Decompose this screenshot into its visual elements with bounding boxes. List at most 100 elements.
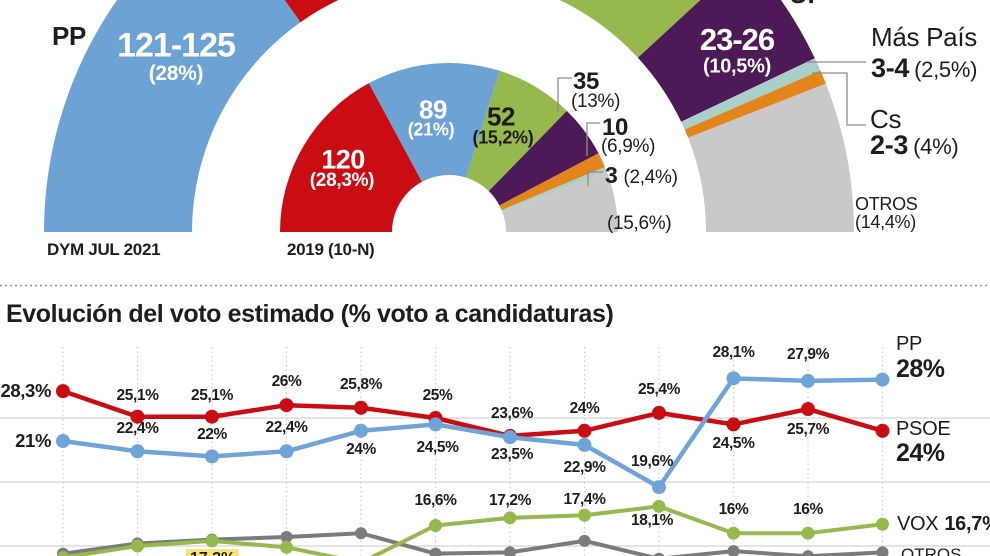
pp-point-label-2: 22% <box>197 426 227 444</box>
dot-pp-5 <box>428 417 443 432</box>
outer-otros-pct: (14,4%) <box>855 212 916 232</box>
dot-psoe-11 <box>875 423 890 438</box>
dot-pp-2 <box>205 449 219 464</box>
end-label-vox-name: VOX <box>897 513 939 535</box>
donut-inner-segment-up <box>488 110 599 206</box>
party-label-maspais: Más País <box>871 22 977 52</box>
end-label-pp-value: 28% <box>896 355 945 383</box>
outer-up-pct: (10,5%) <box>703 55 771 78</box>
inner-up-pct: (13%) <box>571 91 621 112</box>
outer-maspais-pct: (2,5%) <box>914 57 978 82</box>
dot-psoe-2 <box>205 409 219 424</box>
outer-maspais-seats: 3-4 <box>871 53 910 83</box>
dot-otros-5 <box>429 547 442 556</box>
outer-cs-pct: (4%) <box>913 134 959 159</box>
pp-point-label-5: 24,5% <box>416 439 459 457</box>
dot-vox-6 <box>503 511 517 525</box>
dot-psoe-3 <box>279 398 294 413</box>
inner-up-seats: 35 <box>573 68 600 95</box>
pp-point-label-8: 19,6% <box>631 453 673 471</box>
dot-pp-6 <box>503 430 517 445</box>
pp-point-label-1: 22,4% <box>116 420 159 438</box>
inner-pp-pct: (21%) <box>407 119 455 140</box>
vox-point-label-7: 17,4% <box>563 491 606 509</box>
outer-pp-pct: (28%) <box>148 62 204 85</box>
outer-cs-label: 2-3 (4%) <box>870 130 959 161</box>
outer-maspais-label: 3-4 (2,5%) <box>871 53 977 84</box>
dot-vox-2 <box>205 534 219 548</box>
dot-psoe-10 <box>801 402 815 417</box>
pp-point-label-7: 22,9% <box>563 458 606 476</box>
inner-maspais-pct: (2,4%) <box>623 167 678 188</box>
inner-maspais-seats: 3 <box>605 162 618 188</box>
dot-pp-3 <box>279 444 294 459</box>
vox-point-label-6: 17,2% <box>489 491 531 509</box>
dot-pp-11 <box>875 372 890 387</box>
inner-ring-source: 2019 (10-N) <box>287 240 375 259</box>
leader-maspais-inner <box>587 171 603 186</box>
end-label-pp-name: PP <box>896 333 923 355</box>
dot-psoe-4 <box>354 400 368 415</box>
leader-up-inner <box>557 77 572 112</box>
dot-pp-10 <box>801 373 815 388</box>
psoe-point-label-0: 28,3% <box>0 380 52 402</box>
pp-point-label-0: 21% <box>15 430 51 452</box>
party-label-cs: Cs <box>870 104 902 134</box>
psoe-point-label-7: 24% <box>569 399 600 417</box>
psoe-point-label-9: 24,5% <box>712 435 755 453</box>
dot-vox-7 <box>578 508 591 522</box>
outer-up-seats: 23-26 <box>699 22 775 57</box>
inner-pp-seats: 89 <box>419 94 447 125</box>
end-label-psoe-value: 24% <box>896 439 945 467</box>
psoe-point-label-1: 25,1% <box>116 386 159 404</box>
dot-psoe-7 <box>577 423 592 438</box>
evolution-title: Evolución del voto estimado (% voto a ca… <box>6 300 614 328</box>
psoe-point-label-4: 25,8% <box>340 375 382 393</box>
psoe-point-label-8: 25,4% <box>638 380 680 398</box>
pp-point-label-3: 22,4% <box>265 419 308 437</box>
psoe-point-label-3: 26% <box>271 373 302 391</box>
leader-lines <box>557 61 866 186</box>
dot-otros-11 <box>876 546 889 556</box>
vox-point-label-5: 16,6% <box>414 491 457 509</box>
dot-psoe-0 <box>56 384 70 399</box>
psoe-point-label-5: 25% <box>422 387 453 404</box>
end-label-vox-value: 16,7% <box>944 513 990 535</box>
dot-otros-6 <box>504 546 516 556</box>
outer-pp-seats: 121-125 <box>117 26 236 65</box>
inner-vox-seats: 52 <box>487 101 515 132</box>
end-label-otros-name: OTROS <box>901 545 962 556</box>
donut-inner-segment-pp <box>368 63 500 182</box>
dot-vox-10 <box>801 526 815 540</box>
dot-psoe-9 <box>726 417 741 432</box>
donut-inner-segment-más-país <box>501 166 607 212</box>
dot-vox-1 <box>131 539 144 553</box>
outer-cs-seats: 2-3 <box>870 130 909 160</box>
donut-inner-segment-cs <box>499 153 605 211</box>
dot-otros-4 <box>355 527 367 540</box>
outer-ring-source: DYM JUL 2021 <box>47 240 161 259</box>
donut-inner-segment-otros <box>502 171 618 232</box>
donut-inner-segment-psoe <box>280 83 422 232</box>
dot-pp-7 <box>577 437 592 452</box>
dot-otros-10 <box>802 550 814 556</box>
dot-otros-7 <box>578 534 591 547</box>
pp-point-label-9: 28,1% <box>712 344 755 362</box>
party-label-pp: PP <box>52 21 87 51</box>
inner-vox-pct: (15,2%) <box>472 127 534 148</box>
leader-cs-outer <box>812 72 866 126</box>
donut-outer-segment-psoe <box>284 0 339 23</box>
donut-outer-segment-otros <box>688 83 854 232</box>
dot-pp-4 <box>354 423 368 438</box>
vox-point-label-8: 18,1% <box>631 512 673 530</box>
psoe-point-label-2: 25,1% <box>191 386 233 404</box>
highlight-label: 17,3% <box>186 549 240 556</box>
inner-otros-pct: (15,6%) <box>607 213 672 234</box>
donut-outer-segment-vox <box>559 0 701 58</box>
dot-vox-9 <box>727 526 740 540</box>
party-label-otros: OTROS <box>855 194 918 214</box>
dot-pp-9 <box>726 371 741 386</box>
hemicycle-chart <box>44 0 854 232</box>
line-vox <box>62 504 883 556</box>
